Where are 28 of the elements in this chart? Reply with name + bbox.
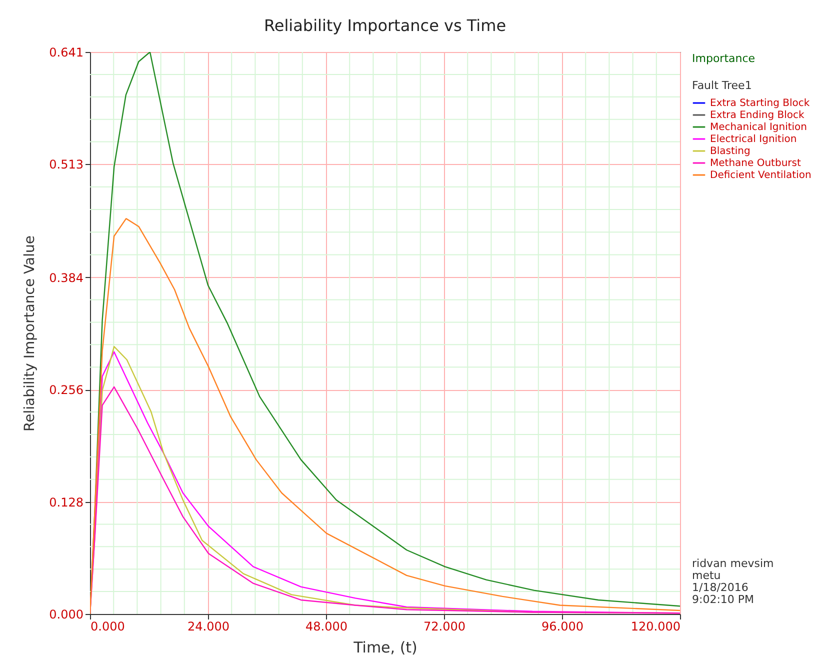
y-tick-label: 0.000 — [49, 608, 84, 622]
x-tick-label: 48.000 — [306, 620, 348, 634]
text: Importance — [692, 52, 756, 65]
text: 9:02:10 PM — [692, 593, 754, 606]
y-tick-label: 0.256 — [49, 383, 84, 398]
legend-label: Extra Starting Block — [710, 98, 810, 109]
legend-title: Fault Tree1 — [692, 79, 752, 92]
x-tick-label: 72.000 — [424, 620, 466, 634]
text: metu — [692, 569, 721, 582]
y-tick-label: 0.128 — [49, 495, 84, 510]
y-tick-label: 0.641 — [49, 46, 84, 60]
x-tick-label: 0.000 — [90, 620, 125, 634]
legend-label: Electrical Ignition — [710, 134, 797, 145]
text: 1/18/2016 — [692, 581, 748, 594]
y-axis-title: Reliability Importance Value — [22, 236, 38, 432]
legend-label: Methane Outburst — [710, 158, 801, 169]
x-tick-label: 120.000 — [630, 620, 680, 634]
legend-label: Extra Ending Block — [710, 110, 804, 121]
x-tick-label: 96.000 — [542, 620, 584, 634]
y-tick-label: 0.513 — [49, 158, 84, 172]
x-axis-title: Time, (t) — [352, 638, 418, 655]
legend-label: Mechanical Ignition — [710, 122, 808, 133]
text: ridvan mevsim — [692, 557, 774, 570]
chart-title: Reliability Importance vs Time — [264, 16, 506, 35]
y-tick-label: 0.384 — [49, 270, 84, 285]
legend-label: Deficient Ventilation — [710, 170, 812, 181]
x-tick-label: 24.000 — [188, 620, 230, 634]
legend-label: Blasting — [710, 146, 750, 157]
